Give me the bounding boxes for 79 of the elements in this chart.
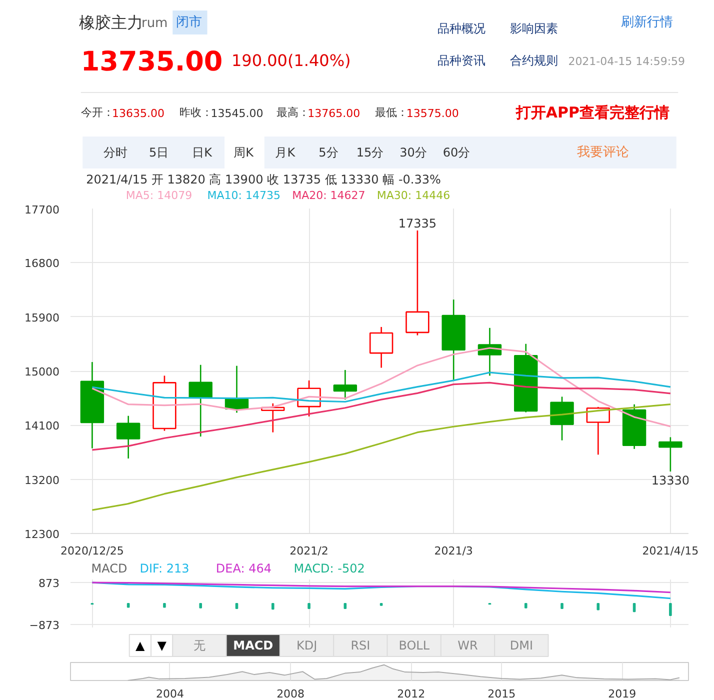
text: WR	[458, 638, 478, 652]
text: BOLL	[398, 638, 430, 652]
text: 190.00(1.40%)	[231, 51, 351, 70]
text: MA30: 14446	[376, 189, 450, 202]
line-series	[91, 382, 672, 451]
x-tick-label: 2019	[608, 688, 636, 700]
series-label: DIF: 213	[140, 562, 190, 576]
y-tick-label: 17700	[24, 204, 60, 216]
text: 5分	[318, 146, 338, 160]
text: 30分	[400, 146, 427, 160]
text: 13635.00	[112, 107, 165, 120]
candlestick	[369, 326, 394, 368]
candlestick	[658, 436, 682, 472]
text: 13545.00	[210, 107, 264, 120]
y-tick-label: 13200	[24, 474, 60, 487]
x-tick-label: 2020/12/25	[60, 544, 124, 558]
text: 15分	[356, 146, 384, 160]
text: 品种资讯	[437, 54, 486, 68]
text: rum	[141, 16, 168, 31]
text: 日K	[192, 146, 214, 160]
text: ▼	[157, 638, 168, 652]
chart-title: MACD	[91, 562, 128, 576]
line-series	[91, 582, 672, 594]
candlestick	[333, 369, 358, 400]
text: 橡胶主力	[79, 13, 144, 32]
text: 13765.00	[308, 107, 360, 120]
y-tick-label: 16800	[24, 257, 60, 270]
candlestick	[406, 230, 430, 336]
text: 月K	[275, 146, 296, 160]
text: MA20: 14627	[292, 189, 366, 202]
text: 2021-04-15 14:59:59	[568, 55, 686, 68]
text: 今开：	[80, 106, 114, 119]
text: 昨收：	[180, 106, 213, 119]
text: 合约规则	[510, 54, 558, 68]
text: KDJ	[296, 638, 318, 652]
text: 60分	[442, 146, 470, 160]
y-tick-label: 873	[38, 577, 60, 590]
series-label: DEA: 464	[216, 562, 272, 576]
candlestick	[188, 364, 212, 438]
text: 影响因素	[510, 22, 558, 36]
y-tick-label: 15000	[24, 366, 60, 378]
text: 周K	[234, 146, 255, 160]
x-tick-label: 2012	[397, 688, 426, 700]
y-tick-label: 12300	[24, 528, 60, 541]
text: 无	[193, 638, 206, 652]
text: 打开APP查看完整行情	[514, 104, 670, 122]
text: 13735.00	[80, 46, 223, 78]
text: MA10: 14735	[207, 189, 280, 202]
text: ▲	[136, 638, 146, 652]
y-tick-label: 15900	[24, 311, 60, 324]
candlestick	[550, 396, 574, 441]
text: DMI	[510, 638, 534, 652]
candlestick	[116, 415, 140, 460]
line-series	[91, 347, 672, 428]
text: 刷新行情	[620, 15, 673, 30]
y-tick-label: −873	[29, 618, 60, 632]
text: 最高：	[276, 106, 310, 119]
chart-subtitle: 2021/4/15 开 13820 高 13900 收 13735 低 13330 幅 -0.33%	[86, 172, 441, 186]
text: MACD: -502	[294, 562, 365, 576]
y-tick-label: 14100	[24, 420, 60, 433]
text: 品种概况	[437, 22, 486, 36]
text: MA5: 14079	[126, 189, 192, 202]
text: 最低：	[375, 106, 408, 119]
text: 5日	[148, 146, 169, 160]
text: 我要评论	[576, 145, 629, 160]
x-tick-label: 2004	[156, 688, 184, 700]
text: 闭市	[176, 15, 202, 30]
x-tick-label: 2021/3	[434, 544, 473, 558]
text: MACD	[233, 638, 274, 652]
x-tick-label: 2021/2	[290, 544, 328, 558]
candlestick	[586, 406, 610, 456]
x-tick-label: 2008	[276, 688, 305, 700]
text: RSI	[350, 638, 370, 652]
x-tick-label: 2021/4/15	[642, 544, 699, 558]
text: 13575.00	[406, 107, 459, 120]
annotation: 17335	[398, 216, 437, 230]
text: 分时	[104, 146, 128, 160]
annotation: 13330	[651, 474, 690, 488]
x-tick-label: 2015	[488, 688, 516, 700]
